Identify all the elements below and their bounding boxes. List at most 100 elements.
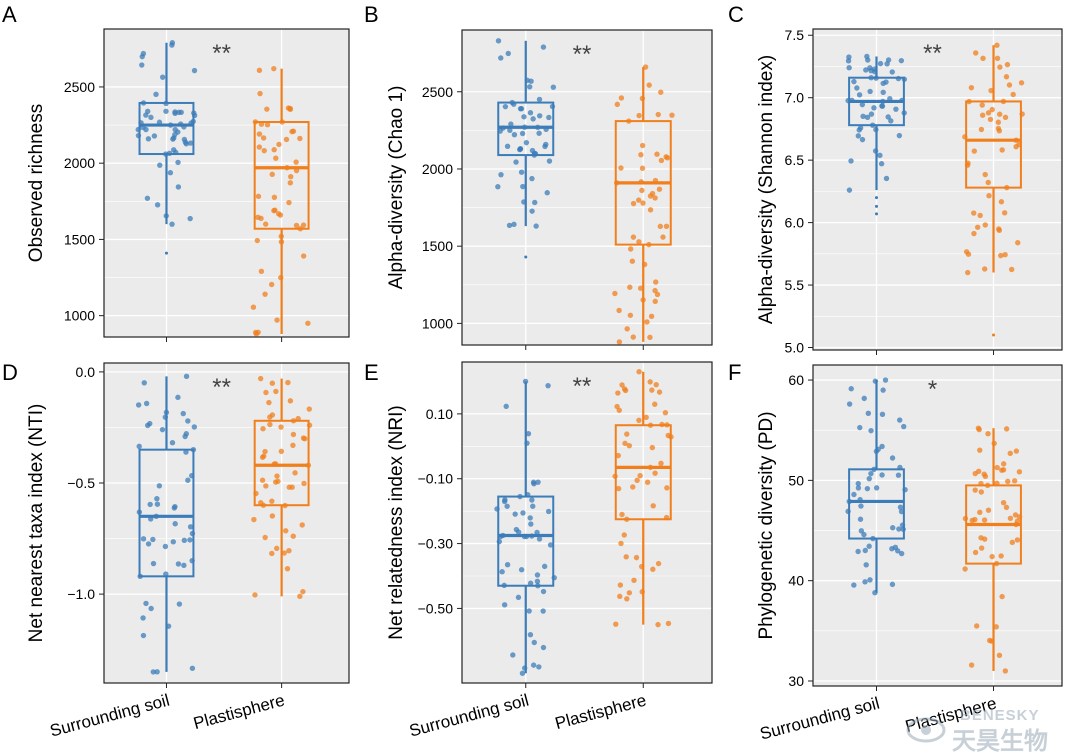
data-point [1001,210,1008,216]
data-point [510,652,516,658]
data-point [1013,448,1020,454]
data-point [615,390,621,396]
data-point [527,515,533,521]
data-point [498,55,504,61]
data-point [994,480,1000,486]
data-point [855,548,861,555]
data-point [618,540,624,547]
data-point [525,431,532,437]
data-point [873,485,880,491]
data-point [527,110,534,116]
data-point [622,440,628,447]
data-point [140,50,147,57]
data-point [897,464,903,471]
data-point [507,127,513,133]
data-point [189,472,195,479]
data-point [297,226,304,232]
data-point [181,562,187,569]
data-point [987,116,994,123]
data-point [868,111,875,117]
data-point [1016,469,1023,475]
data-point [669,112,675,118]
data-point [971,210,977,216]
data-point [150,669,156,675]
data-point [264,106,270,112]
data-point [140,615,146,621]
data-point [996,128,1003,134]
y-tick-label: −1.0 [67,586,95,602]
data-point [273,545,280,552]
data-point [640,297,646,303]
data-point [968,84,975,91]
data-point [638,152,644,158]
data-point [646,241,652,248]
series-surrounding-soil [494,378,557,676]
data-point [505,50,511,57]
data-point [615,452,621,459]
data-point [268,281,275,288]
data-point [496,538,503,545]
data-point [169,221,175,227]
data-point [150,536,156,543]
data-point [652,287,658,294]
data-point [659,421,665,428]
data-point [655,111,661,118]
data-point [901,110,907,116]
data-point [1000,461,1007,467]
data-point [269,498,275,504]
data-point [857,424,863,431]
data-point [986,193,992,199]
data-point [536,130,542,136]
data-point [262,448,268,455]
data-point [278,233,284,240]
data-point [145,541,152,547]
data-point [652,195,658,201]
data-point [145,136,152,142]
data-point [269,513,276,519]
y-tick-label: 2000 [64,155,95,171]
data-point [662,410,669,416]
data-point [166,150,173,156]
data-point [898,550,905,557]
outlier-point [874,204,878,208]
data-point [977,212,983,219]
watermark-brand-en: BENESKY [960,707,1040,724]
y-tick-label: 40 [788,573,804,589]
data-point [616,407,622,413]
data-point [877,152,883,159]
y-tick-label: 7.0 [785,90,805,106]
panel-letter: B [364,2,379,27]
data-point [529,497,535,503]
data-point [285,379,291,386]
data-point [865,57,871,63]
data-point [306,406,312,412]
data-point [854,85,860,91]
y-tick-label: 2500 [64,79,95,95]
data-point [616,339,623,345]
data-point [995,119,1002,125]
data-point [501,602,508,608]
data-point [521,124,528,130]
plot-area [104,363,349,683]
data-point [637,472,643,479]
data-point [964,162,971,168]
data-point [263,483,269,489]
data-point [278,274,284,281]
data-point [521,665,528,671]
data-point [981,471,987,477]
data-point [183,431,189,437]
data-point [880,89,886,95]
data-point [982,222,988,228]
data-point [641,261,648,268]
panel-F: 30 40 50 60 Phylogenetic diversity (PD) F * Sur… [728,360,1063,744]
data-point [873,126,879,133]
data-point [286,548,292,554]
data-point [985,431,991,437]
data-point [300,222,307,228]
data-point [896,132,903,139]
data-point [851,491,857,498]
y-axis-label: Alpha-diversity (Shannon index) [756,55,777,324]
data-point [636,369,642,375]
data-point [658,460,664,467]
data-point [1014,537,1021,543]
